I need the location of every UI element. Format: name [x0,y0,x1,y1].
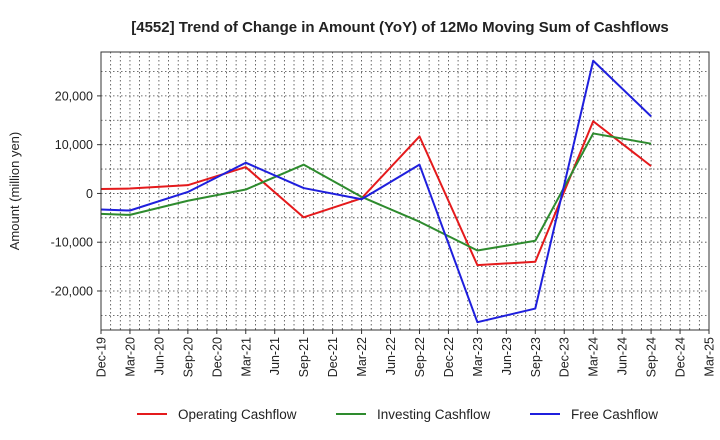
x-tick-label: Sep-20 [181,337,195,377]
x-tick-label: Dec-23 [558,337,572,377]
legend-label: Investing Cashflow [377,407,491,422]
x-tick-label: Dec-21 [326,337,340,377]
series-line-investing-cashflow [100,132,652,252]
y-axis-label: Amount (million yen) [7,132,22,251]
y-tick-label: 0 [86,187,93,201]
y-tick-label: 20,000 [55,89,93,103]
chart-title: [4552] Trend of Change in Amount (YoY) o… [131,19,669,36]
x-tick-label: Jun-22 [384,337,398,375]
x-tick-label: Dec-19 [95,337,109,377]
x-tick-label: Dec-22 [442,337,456,377]
x-tick-label: Mar-20 [123,337,137,377]
x-tick-label: Mar-24 [587,337,601,377]
x-tick-label: Jun-24 [616,337,630,375]
x-tick-label: Jun-21 [268,337,282,375]
x-tick-label: Sep-22 [413,337,427,377]
y-tick-label: -10,000 [51,236,93,250]
y-tick-label: 10,000 [55,138,93,152]
x-tick-label: Dec-20 [210,337,224,377]
x-tick-label: Dec-24 [674,337,688,377]
x-tick-label: Sep-24 [645,337,659,377]
y-tick-label: -20,000 [51,284,93,298]
plot-border [100,51,710,331]
plot-area [101,52,709,330]
series-line-free-cashflow [100,59,652,324]
x-tick-label: Mar-22 [355,337,369,377]
x-tick-label: Mar-25 [703,337,717,377]
legend-label: Free Cashflow [571,407,658,422]
x-tick-label: Jun-23 [500,337,514,375]
x-tick-label: Jun-20 [152,337,166,375]
x-tick-label: Sep-23 [529,337,543,377]
x-tick-label: Mar-21 [239,337,253,377]
x-tick-label: Mar-23 [471,337,485,377]
legend-label: Operating Cashflow [178,407,297,422]
x-tick-label: Sep-21 [297,337,311,377]
